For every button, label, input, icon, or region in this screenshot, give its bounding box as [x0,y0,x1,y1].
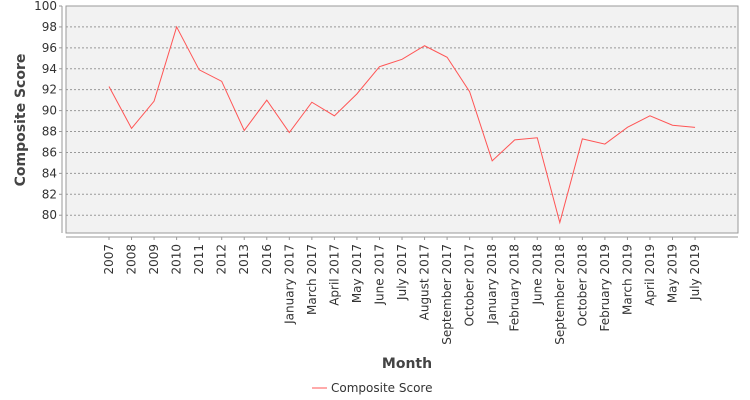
x-tick-label: 2011 [192,244,206,275]
x-tick-label: February 2018 [508,244,522,332]
x-tick-label: 2016 [260,244,274,275]
x-tick-label: 2008 [125,244,139,275]
x-tick-label: May 2017 [350,244,364,303]
x-tick-label: January 2017 [282,244,296,325]
x-tick-label: 2010 [170,244,184,275]
data-line [108,25,696,225]
y-tick-label: 86 [42,145,57,159]
x-tick-label: 2007 [102,244,116,275]
x-tick-label: June 2017 [372,244,386,306]
x-tick-label: September 2018 [553,244,567,345]
legend-label: Composite Score [331,381,432,395]
x-tick-label: 2012 [215,244,229,275]
x-tick-label: February 2019 [598,244,612,332]
plot-area [65,5,739,234]
x-tick-label: August 2017 [418,244,432,320]
y-tick-label: 96 [42,41,57,55]
y-tick-label: 90 [42,104,57,118]
x-tick-label: January 2018 [485,244,499,325]
x-tick-label: October 2018 [575,244,589,326]
x-tick-label: 2013 [237,244,251,275]
y-tick-label: 80 [42,208,57,222]
y-tick-label: 88 [42,125,57,139]
x-tick-label: April 2019 [643,244,657,306]
x-tick-label: October 2017 [463,244,477,326]
y-tick-label: 84 [42,166,57,180]
x-tick-label: July 2019 [688,244,702,301]
x-tick-label: April 2017 [327,244,341,306]
y-tick-label: 92 [42,83,57,97]
x-tick-label: 2009 [147,244,161,275]
x-tick-label: July 2017 [395,244,409,301]
x-axis-title: Month [382,356,432,372]
x-tick-label: March 2017 [305,244,319,315]
y-tick-label: 94 [42,62,57,76]
x-tick-label: March 2019 [620,244,634,315]
y-tick-label: 100 [34,0,57,13]
x-tick-label: May 2019 [666,244,680,303]
y-tick-label: 98 [42,20,57,34]
y-tick-label: 82 [42,187,57,201]
x-tick-label: September 2017 [440,244,454,345]
x-tick-label: June 2018 [530,244,544,306]
y-axis-title: Composite Score [13,54,29,187]
